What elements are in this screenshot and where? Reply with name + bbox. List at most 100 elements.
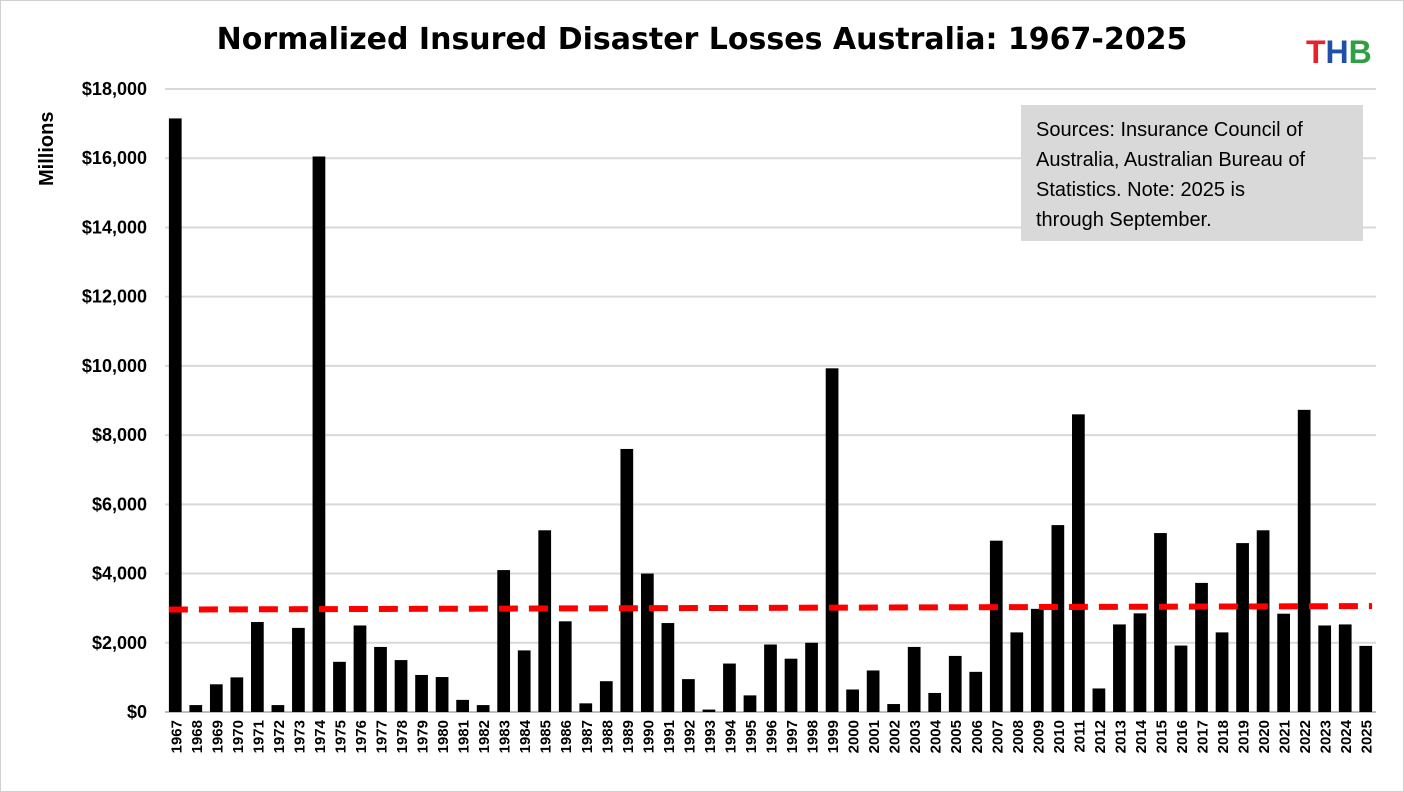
x-tick-label: 1979 bbox=[415, 720, 432, 753]
bar-1986 bbox=[558, 621, 572, 712]
x-tick-label: 2023 bbox=[1318, 720, 1335, 753]
x-tick-label: 2003 bbox=[907, 720, 924, 753]
bar-2020 bbox=[1256, 530, 1270, 712]
bar-1999 bbox=[825, 368, 839, 712]
x-tick-label: 1988 bbox=[599, 720, 616, 753]
y-tick-label: $14,000 bbox=[82, 217, 147, 237]
bar-1992 bbox=[682, 679, 695, 712]
y-tick-label: $16,000 bbox=[82, 148, 147, 168]
bar-1968 bbox=[189, 705, 203, 712]
chart-title: Normalized Insured Disaster Losses Austr… bbox=[216, 22, 1188, 57]
x-tick-label: 1989 bbox=[620, 720, 637, 753]
bar-1982 bbox=[476, 705, 490, 712]
x-tick-label: 1991 bbox=[661, 720, 678, 753]
x-tick-label: 2013 bbox=[1112, 720, 1129, 753]
x-tick-label: 1972 bbox=[271, 720, 288, 753]
source-note-line: through September. bbox=[1036, 209, 1212, 231]
bar-1998 bbox=[805, 642, 818, 712]
y-tick-label: $4,000 bbox=[92, 564, 147, 584]
bar-2001 bbox=[866, 670, 880, 712]
source-note-line: Australia, Australian Bureau of bbox=[1036, 149, 1306, 171]
x-tick-label: 2012 bbox=[1092, 720, 1109, 753]
x-tick-label: 1984 bbox=[517, 719, 534, 753]
bar-1994 bbox=[723, 663, 736, 712]
x-tick-label: 1969 bbox=[209, 720, 226, 753]
trend-line bbox=[168, 603, 1373, 613]
x-tick-label: 1994 bbox=[722, 719, 739, 753]
thb-logo: THB bbox=[1306, 34, 1372, 71]
y-axis-ticks: $0 $2,000 $4,000 $6,000 $8,000 $10,000 $12,000… bbox=[82, 79, 147, 722]
bar-2024 bbox=[1338, 624, 1352, 712]
bar-1985 bbox=[538, 530, 552, 712]
x-tick-label: 2001 bbox=[866, 720, 883, 753]
x-tick-label: 2018 bbox=[1215, 720, 1232, 753]
source-note-line: Statistics. Note: 2025 is bbox=[1036, 179, 1245, 201]
bar-1977 bbox=[374, 646, 387, 712]
bar-1996 bbox=[764, 644, 777, 712]
x-tick-label: 1973 bbox=[291, 720, 308, 753]
bar-2019 bbox=[1236, 543, 1249, 712]
x-tick-label: 1974 bbox=[312, 719, 329, 753]
x-tick-label: 1976 bbox=[353, 720, 370, 753]
bar-2013 bbox=[1113, 624, 1126, 712]
bar-2000 bbox=[846, 689, 859, 712]
x-tick-label: 1995 bbox=[743, 720, 760, 753]
bar-1976 bbox=[353, 625, 367, 712]
bar-2014 bbox=[1133, 613, 1147, 712]
x-tick-label: 1983 bbox=[497, 720, 514, 753]
x-tick-label: 1998 bbox=[805, 720, 822, 753]
x-tick-label: 1990 bbox=[640, 720, 657, 753]
bars bbox=[168, 118, 1373, 713]
y-tick-label: $10,000 bbox=[82, 356, 147, 376]
bar-1973 bbox=[292, 627, 305, 712]
bar-1984 bbox=[517, 650, 531, 712]
bar-1980 bbox=[435, 677, 449, 712]
bar-1975 bbox=[333, 661, 346, 712]
bar-1974 bbox=[312, 156, 326, 712]
bar-2011 bbox=[1072, 414, 1085, 712]
logo-letter-t: T bbox=[1306, 34, 1326, 70]
y-tick-label: $18,000 bbox=[82, 79, 147, 99]
bar-1987 bbox=[579, 703, 593, 712]
x-tick-label: 1982 bbox=[476, 720, 493, 753]
x-tick-label: 1981 bbox=[456, 720, 473, 753]
x-tick-label: 2008 bbox=[1010, 720, 1027, 753]
x-tick-label: 2006 bbox=[969, 720, 986, 753]
bar-2016 bbox=[1174, 645, 1188, 712]
y-tick-label: $2,000 bbox=[92, 633, 147, 653]
bar-1978 bbox=[394, 660, 408, 712]
y-tick-label: $6,000 bbox=[92, 494, 147, 514]
x-tick-label: 1986 bbox=[558, 720, 575, 753]
logo-letter-h: H bbox=[1325, 34, 1349, 70]
y-tick-label: $12,000 bbox=[82, 287, 147, 307]
bar-1969 bbox=[209, 684, 223, 712]
bar-2023 bbox=[1318, 625, 1332, 712]
bar-2009 bbox=[1030, 608, 1044, 712]
bar-1993 bbox=[702, 709, 716, 712]
x-tick-label: 2009 bbox=[1030, 720, 1047, 753]
x-tick-label: 2017 bbox=[1195, 720, 1212, 753]
bar-1970 bbox=[230, 677, 244, 712]
bar-2022 bbox=[1297, 409, 1311, 712]
bar-1990 bbox=[640, 573, 654, 712]
x-tick-label: 2015 bbox=[1153, 720, 1170, 753]
y-tick-label: $0 bbox=[127, 702, 147, 722]
source-note-line: Sources: Insurance Council of bbox=[1036, 119, 1303, 141]
bar-2010 bbox=[1051, 525, 1065, 712]
x-tick-label: 1971 bbox=[250, 720, 267, 753]
x-tick-label: 1999 bbox=[825, 720, 842, 753]
bar-2004 bbox=[928, 692, 942, 712]
bar-2012 bbox=[1092, 688, 1106, 712]
bar-2025 bbox=[1359, 645, 1373, 712]
x-tick-label: 2007 bbox=[989, 720, 1006, 753]
bar-1971 bbox=[251, 622, 264, 712]
bar-1983 bbox=[497, 570, 511, 712]
x-tick-label: 1980 bbox=[435, 720, 452, 753]
bar-2002 bbox=[887, 704, 901, 712]
x-tick-label: 2005 bbox=[948, 720, 965, 753]
y-axis-label: Millions bbox=[36, 112, 58, 186]
bar-1988 bbox=[599, 681, 613, 712]
x-tick-label: 1977 bbox=[374, 720, 391, 753]
x-tick-label: 1993 bbox=[702, 720, 719, 753]
bar-2006 bbox=[969, 671, 983, 712]
